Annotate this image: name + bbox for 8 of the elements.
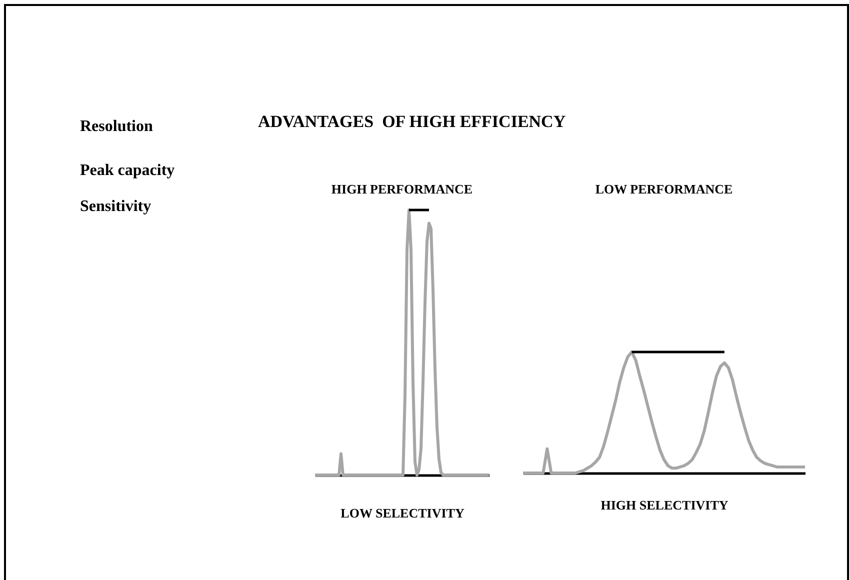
x-axis-title: HIGH SELECTIVITY: [600, 498, 729, 512]
text: Sensitivity: [80, 198, 152, 216]
chart-title: HIGH PERFORMANCE: [331, 182, 473, 196]
text: Resolution: [80, 118, 153, 136]
x-axis-title: LOW SELECTIVITY: [340, 506, 465, 520]
chart-title: LOW PERFORMANCE: [595, 182, 733, 196]
text: Peak capacity: [80, 162, 175, 180]
text: ADVANTAGES OF HIGH EFFICIENCY: [258, 112, 566, 132]
